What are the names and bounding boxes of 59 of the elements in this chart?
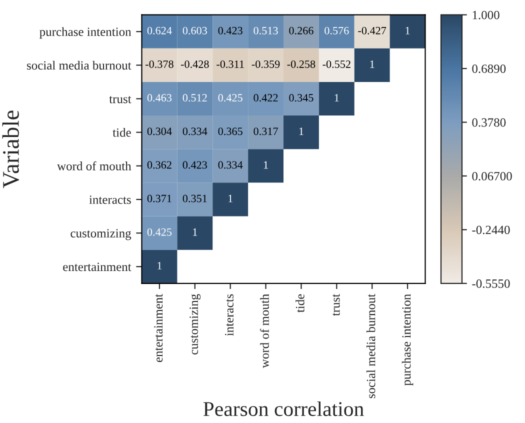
data-label: 1 [334,94,339,102]
data-label: 0.345 [289,94,314,102]
data-label: -0.427 [358,26,386,34]
y-tick-label: customizing [70,229,132,240]
color-bar-label: 0.3780 [472,118,506,127]
data-label: 0.463 [147,94,172,102]
data-label: 1 [370,60,374,68]
data-label: 1 [193,228,198,236]
color-bar-label: 0.6890 [472,64,506,74]
data-label: 0.603 [182,26,207,34]
data-label: 0.423 [218,26,242,34]
x-tick-label: customizing [190,294,201,354]
y-tick-label: trust [109,96,132,104]
color-bar-label: 0.06700 [472,172,512,180]
x-axis-title: Pearson correlation [203,401,364,416]
data-label: 0.334 [182,128,208,136]
y-tick-label: entertainment [63,262,132,272]
y-tick-label: word of mouth [57,161,132,170]
data-label: 0.371 [147,194,172,202]
x-tick-label: tide [296,294,304,312]
data-label: 1 [299,128,304,135]
color-bar-label: -0.2440 [472,226,510,234]
data-label: -0.359 [252,60,280,68]
data-label: 0.624 [147,26,172,34]
data-label: 0.512 [182,94,207,102]
y-tick-label: purchase intention [40,27,132,39]
data-label: -0.428 [180,60,209,68]
data-label: 0.317 [254,128,278,136]
data-label: 0.422 [254,94,278,102]
data-label: -0.258 [287,60,316,68]
data-label: 0.362 [147,161,172,169]
data-label: 0.576 [324,26,349,34]
x-tick-label: trust [332,294,340,316]
x-tick-label: interacts [225,294,234,336]
x-tick-label: social media burnout [366,294,376,398]
data-label: 0.351 [182,194,207,202]
data-label: 0.304 [147,128,172,136]
y-tick-label: interacts [89,196,131,204]
color-bar-label: 1.000 [472,10,500,20]
color-bar-label: -0.5550 [472,279,510,288]
y-tick-label: social media burnout [27,60,132,70]
data-label: 0.365 [218,128,242,136]
data-label: 0.423 [182,161,207,169]
x-tick-label: word of mouth [260,294,269,368]
data-label: 0.334 [218,161,243,169]
data-label: -0.378 [146,60,174,68]
data-label: 0.513 [254,26,278,34]
y-tick-label: tide [112,128,131,137]
data-label: -0.552 [322,60,350,68]
data-label: 0.266 [289,26,314,34]
data-label: 1 [406,26,410,34]
data-label: 0.425 [147,228,172,236]
data-label: 0.425 [218,94,242,102]
x-tick-label: purchase intention [402,294,414,386]
y-axis-title: Variable [2,110,20,188]
data-label: 1 [228,194,232,202]
data-label: 1 [264,161,268,169]
data-label: 1 [158,262,162,270]
data-label: -0.311 [216,60,244,68]
